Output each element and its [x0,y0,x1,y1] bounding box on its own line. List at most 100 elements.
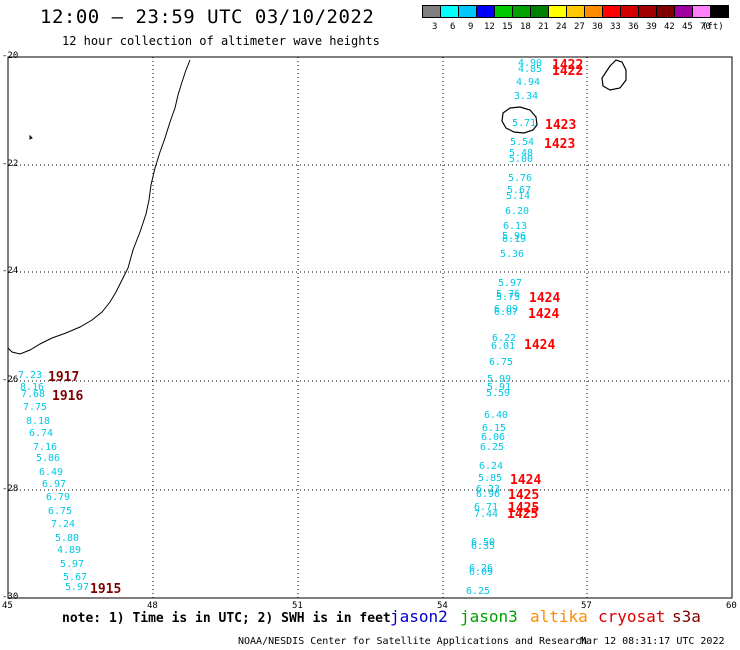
wave-height-reading: 6.09 [494,304,518,315]
legend-label: 39 [646,22,657,32]
wave-height-reading: 6.79 [46,492,70,503]
reunion-island [501,106,538,134]
legend-label: 18 [520,22,531,32]
wave-height-reading: 4.85 [518,64,542,75]
pass-time-label: 1423 [544,137,575,152]
satellite-jason3: jason3 [460,607,518,626]
pass-time-label: 1422 [552,58,583,73]
legend-label: 21 [538,22,549,32]
wave-height-reading: 6.40 [484,410,508,421]
wave-height-reading: 5.85 [478,473,502,484]
wave-height-reading: 6.74 [29,428,53,439]
wave-height-reading: 5.76 [508,173,532,184]
x-axis-tick-label: 57 [581,601,592,611]
generation-timestamp: Mar 12 08:31:17 UTC 2022 [580,636,725,647]
x-axis-tick-label: 60 [726,601,737,611]
wave-height-reading: 6.96 [476,489,500,500]
wave-height-reading: 6.49 [39,467,63,478]
small-islet [29,134,33,140]
wave-height-reading: 7.75 [23,402,47,413]
wave-height-reading: 5.36 [500,249,524,260]
wave-height-reading: 5.48 [509,148,533,159]
wave-height-reading: 5.96 [502,231,526,242]
y-axis-tick-label: -28 [2,484,19,494]
pass-time-label: 1425 [507,507,538,522]
wave-height-reading: 6.25 [466,586,490,597]
x-axis-tick-label: 51 [292,601,303,611]
legend-label: 36 [628,22,639,32]
legend-label: 42 [664,22,675,32]
wave-height-reading: 5.14 [506,191,530,202]
mauritius-island [601,59,627,91]
wave-height-reading: 5.67 [63,572,87,583]
wave-height-reading: 6.24 [479,461,503,472]
wave-height-reading: 7.24 [51,519,75,530]
pass-time-label: 1423 [545,118,576,133]
wave-height-reading: 6.13 [503,221,527,232]
pass-time-labels: 1422142214231423142414241424142414251425… [48,58,583,597]
credit-line: NOAA/NESDIS Center for Satellite Applica… [238,636,588,647]
pass-time-label: 1422 [552,64,583,79]
legend-label: 15 [502,22,513,32]
satellite-cryosat: cryosat [598,607,666,626]
pass-time-label: 1425 [508,488,539,503]
footnote: note: 1) Time is in UTC; 2) SWH is in fe… [62,611,391,626]
pass-time-label: 1915 [90,582,121,597]
x-axis-tick-label: 54 [437,601,448,611]
legend-label: 33 [610,22,621,32]
wave-height-reading: 5.80 [55,533,79,544]
y-axis-tick-label: -22 [2,159,19,169]
pass-time-label: 1424 [524,338,555,353]
pass-time-label: 1424 [528,307,559,322]
wave-height-reading: 6.35 [471,541,495,552]
legend-label: 9 [468,22,474,32]
coastlines [7,59,627,355]
wave-height-reading: 3.34 [514,91,538,102]
wave-height-reading: 6.75 [48,506,72,517]
wave-height-reading: 6.25 [480,442,504,453]
wave-height-reading: 5.99 [487,374,511,385]
pass-time-label: 1424 [510,473,541,488]
map-grid [7,56,733,599]
pass-time-label: 1917 [48,370,79,385]
wave-height-reading: 5.75 [496,292,520,303]
satellite-s3a: s3a [672,607,701,626]
map-frame [7,56,733,599]
pass-time-label: 1916 [52,389,83,404]
satellite-altika: altika [530,607,588,626]
y-axis-tick-label: -26 [2,375,19,385]
legend-label: 24 [556,22,567,32]
wave-height-reading: 5.67 [507,185,531,196]
legend-swatch [710,5,729,18]
x-axis-tick-label: 45 [2,601,13,611]
legend-label: 6 [450,22,456,32]
legend-label: 45 [682,22,693,32]
wave-height-reading: 7.68 [21,389,45,400]
legend-label: 27 [574,22,585,32]
wave-height-reading: 6.19 [502,234,526,245]
wave-height-reading: 5.76 [496,289,520,300]
wave-height-reading: 6.15 [482,423,506,434]
wave-height-reading: 5.59 [486,388,510,399]
wave-height-reading: 6.22 [492,333,516,344]
legend-label: (ft) [702,22,724,32]
legend-label: 3 [432,22,438,32]
wave-height-reading: 6.71 [474,502,498,513]
wave-height-reading: 5.91 [487,382,511,393]
wave-height-reading: 5.97 [498,278,522,289]
wave-height-reading: 6.09 [469,567,493,578]
wave-height-reading: 5.86 [36,453,60,464]
wave-height-reading: 6.06 [481,432,505,443]
wave-height-reading: 6.20 [505,206,529,217]
wave-height-reading: 6.23 [476,484,500,495]
wave-height-reading: 4.94 [516,77,540,88]
y-axis-tick-label: -30 [2,592,19,602]
wave-height-reading: 4.89 [57,545,81,556]
wave-height-reading: 6.50 [471,537,495,548]
wave-height-reading: 8.18 [26,416,50,427]
wave-height-reading: 8.16 [20,382,44,393]
madagascar-coast [7,59,191,355]
wave-height-reading: 5.97 [60,559,84,570]
wave-height-reading: 6.75 [489,357,513,368]
